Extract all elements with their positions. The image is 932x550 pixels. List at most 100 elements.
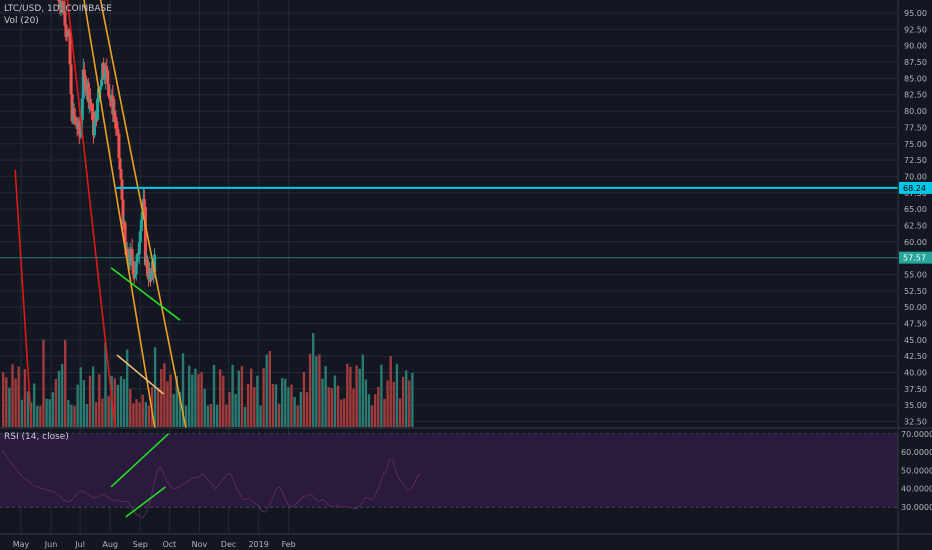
volume-bar — [305, 392, 309, 427]
volume-bar — [411, 372, 414, 427]
volume-bar — [401, 376, 405, 427]
volume-bar — [48, 399, 51, 427]
candle-body — [96, 98, 100, 120]
candle-body — [121, 199, 125, 225]
volume-bar — [259, 405, 262, 427]
price-tick-label: 52.50 — [904, 287, 927, 296]
volume-bar — [250, 368, 253, 427]
candle-body — [131, 260, 135, 275]
volume-bar — [197, 374, 200, 427]
rsi-tick-label: 50.0000 — [901, 466, 932, 475]
time-tick-label: May — [13, 540, 30, 549]
candle-body — [133, 274, 137, 278]
price-tick-label: 85.00 — [904, 74, 927, 83]
trend-line — [66, 0, 116, 429]
price-badges: 68.24 57.57 — [899, 181, 932, 264]
candle-body — [64, 25, 68, 30]
volume-bar — [79, 367, 82, 427]
volume-bar — [321, 378, 324, 427]
volume-bar — [163, 363, 166, 427]
candle-body — [106, 70, 110, 85]
rsi-band — [0, 433, 898, 507]
volume-bar — [327, 386, 330, 427]
volume-bar — [160, 369, 163, 427]
volume-bar — [355, 365, 358, 427]
volume-bar — [88, 375, 92, 427]
volume-bar — [184, 405, 188, 427]
candle-body — [119, 169, 123, 180]
candle-body — [105, 66, 109, 71]
price-tick-label: 72.50 — [904, 156, 927, 165]
volume-bar — [370, 405, 374, 427]
volume-bar — [178, 392, 182, 427]
candle-body — [124, 242, 128, 256]
volume-bar — [240, 366, 244, 427]
volume-bar — [383, 398, 386, 427]
price-tick-label: 35.00 — [904, 401, 927, 410]
volume-bar — [358, 368, 361, 427]
price-tick-label: 92.50 — [904, 25, 927, 34]
time-tick-label: Jun — [44, 540, 58, 549]
candle-body — [81, 69, 85, 99]
price-tick-label: 47.50 — [904, 319, 927, 328]
volume-bar — [318, 354, 321, 427]
volume-bar — [395, 363, 399, 427]
volume-bar — [5, 377, 8, 427]
time-tick-label: Sep — [133, 540, 148, 549]
volume-bar — [225, 404, 228, 427]
time-tick-label: Nov — [192, 540, 208, 549]
volume-bar — [175, 376, 178, 427]
volume-bar — [367, 394, 371, 427]
volume-bar — [219, 369, 222, 427]
volume-bar — [234, 393, 237, 427]
volume-bar — [361, 354, 364, 427]
volume-bar — [76, 384, 79, 427]
price-tick-label: 70.00 — [904, 172, 927, 181]
candle-body — [137, 242, 141, 255]
rsi-trend-line — [110, 433, 169, 488]
volume-bar — [11, 364, 14, 427]
volume-bar — [122, 379, 126, 427]
volume-bar — [116, 384, 120, 427]
time-axis[interactable]: May Jun Jul Aug Sep Oct Nov Dec 2019 Feb — [13, 540, 296, 549]
overlay-lines — [0, 0, 898, 429]
candle-body — [68, 33, 72, 65]
price-tick-label: 42.50 — [904, 352, 927, 361]
candle-body — [134, 261, 138, 275]
volume-bar — [126, 349, 129, 427]
candle-body — [126, 248, 130, 263]
price-tick-label: 37.50 — [904, 385, 927, 394]
volume-bar — [408, 380, 411, 427]
volume-bar — [377, 386, 380, 427]
candle-body — [143, 206, 147, 265]
price-tick-label: 95.00 — [904, 9, 927, 18]
volume-bar — [82, 380, 85, 427]
price-tick-label: 45.00 — [904, 336, 927, 345]
candle-body — [117, 133, 121, 158]
candle-body — [86, 82, 90, 102]
time-tick-label: Aug — [102, 540, 118, 549]
volume-bar — [45, 398, 48, 427]
volume-bar — [95, 402, 98, 427]
candle-body — [104, 66, 108, 79]
candle-body — [138, 231, 142, 243]
volume-bar — [243, 406, 247, 427]
rsi-axis[interactable]: 70.0000 60.0000 50.0000 40.0000 30.0000 — [901, 430, 932, 512]
volume-bar — [293, 396, 296, 427]
volume-bar — [17, 366, 20, 427]
price-tick-label: 32.50 — [904, 417, 927, 426]
volume-bar — [60, 364, 64, 427]
candle-body — [90, 110, 94, 112]
volume-bar — [312, 333, 315, 427]
candle-body — [136, 253, 140, 255]
trend-line — [110, 267, 181, 321]
volume-bar — [374, 394, 377, 427]
candle-body — [97, 98, 101, 100]
candle-body — [142, 198, 146, 207]
volume-bar — [222, 375, 225, 427]
time-tick-label: Jul — [74, 540, 85, 549]
price-axis[interactable]: 95.00 92.50 90.00 87.50 85.00 82.50 80.00 77.50… — [904, 9, 927, 426]
volume-bar — [231, 364, 234, 427]
volume-bar — [277, 403, 281, 427]
